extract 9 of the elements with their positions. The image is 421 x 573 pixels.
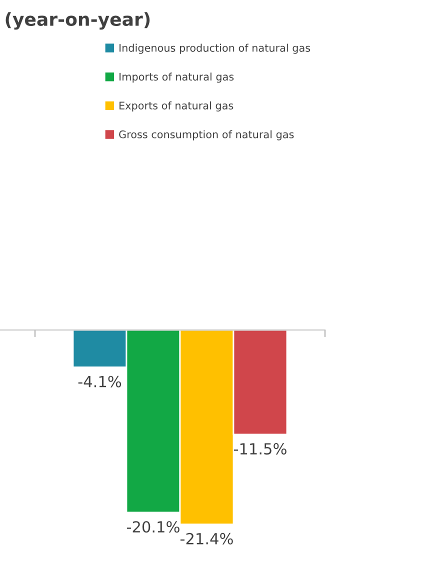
legend-label: Exports of natural gas [120,101,234,112]
legend-label: Indigenous production of natural gas [120,44,310,54]
data-label: -20.1% [126,521,180,533]
data-label: -11.5% [234,443,286,455]
chart-title: (year-on-year) [6,12,150,30]
legend-label: Gross consumption of natural gas [119,130,294,140]
data-label: -21.4% [180,532,233,544]
data-label: -4.1% [78,376,122,388]
legend-label: Imports of natural gas [120,72,234,83]
